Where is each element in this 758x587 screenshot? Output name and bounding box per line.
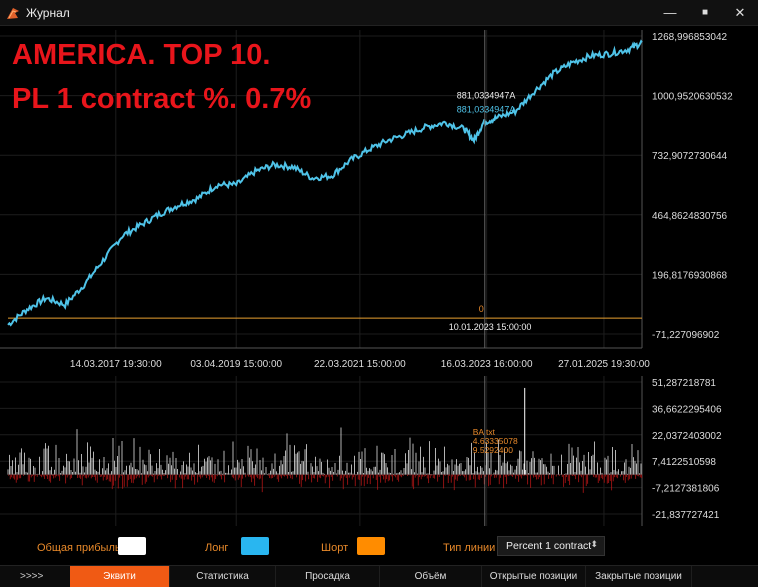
legend-controls: Общая прибыль Лонг Шорт Тип линии Percen… (0, 532, 758, 564)
title-bar: Журнал — ■ ✕ (0, 0, 758, 26)
app-logo-icon (7, 8, 19, 19)
annotation-line-1: BA txt (473, 427, 496, 437)
long-color-swatch[interactable] (241, 537, 269, 555)
equity-y-tick-label: 732,9072730644 (652, 151, 728, 162)
short-color-swatch[interactable] (357, 537, 385, 555)
tab-statistics[interactable]: Статистика (170, 566, 276, 587)
equity-y-tick-label: 1268,996853042 (652, 32, 728, 43)
bottom-tab-bar: >>>> Эквити Статистика Просадка Объём От… (0, 565, 758, 587)
line-type-label: Тип линии (443, 542, 496, 554)
equity-x-tick-label: 22.03.2021 15:00:00 (314, 359, 406, 370)
trades-y-tick-label: 51,287218781 (652, 378, 716, 389)
trades-y-tick-label: -7,2127381806 (652, 484, 720, 495)
overlay-subtitle: PL 1 contract %. 0.7% (12, 83, 311, 115)
trades-bars (7, 387, 643, 493)
equity-chart[interactable]: 1268,996853042 1000,9520630532 732,9072730… (0, 26, 758, 384)
zero-line-label: 0 (479, 304, 484, 314)
maximize-button[interactable]: ■ (701, 7, 709, 18)
cursor-time-label: 10.01.2023 15:00:00 (449, 322, 532, 332)
total-profit-color-swatch[interactable] (118, 537, 146, 555)
close-button[interactable]: ✕ (734, 5, 746, 20)
total-profit-label: Общая прибыль (37, 542, 121, 554)
equity-y-tick-label: -71,227096902 (652, 330, 720, 341)
tab-open-positions[interactable]: Открытые позиции (482, 566, 586, 587)
hover-readout-equity: 881,0334947А (457, 104, 516, 114)
equity-x-tick-label: 03.04.2019 15:00:00 (190, 359, 282, 370)
window-title: Журнал (26, 6, 70, 20)
tab-equity[interactable]: Эквити (70, 566, 170, 587)
trades-grid (0, 376, 642, 526)
line-type-value: Percent 1 contract (506, 540, 592, 552)
tab-closed-positions[interactable]: Закрытые позиции (586, 566, 692, 587)
short-label: Шорт (321, 542, 349, 554)
equity-x-tick-label: 14.03.2017 19:30:00 (70, 359, 162, 370)
hover-readout-value: 881,0334947А (457, 90, 516, 100)
equity-line (7, 39, 643, 327)
equity-y-tick-label: 196,8176930868 (652, 270, 728, 281)
minimize-button[interactable]: — (663, 5, 677, 20)
equity-y-tick-label: 464,8624830756 (652, 211, 728, 222)
equity-grid (0, 30, 642, 348)
expand-tabs-button[interactable]: >>>> (20, 571, 44, 582)
tab-drawdown[interactable]: Просадка (276, 566, 380, 587)
trades-y-tick-label: -21,837727421 (652, 510, 720, 521)
equity-x-tick-label: 27.01.2025 19:30:00 (558, 359, 650, 370)
equity-y-tick-label: 1000,9520630532 (652, 92, 733, 103)
annotation-line-2: 4.63335078 (473, 436, 518, 446)
line-type-select[interactable]: Percent 1 contract ⬍ (497, 536, 605, 556)
long-label: Лонг (205, 542, 229, 554)
trades-y-tick-label: 22,0372403002 (652, 431, 722, 442)
trades-y-tick-label: 7,4122510598 (652, 457, 716, 468)
trades-y-tick-label: 36,6622295406 (652, 404, 722, 415)
spinner-arrows-icon: ⬍ (590, 539, 598, 549)
annotation-line-3: 9.5292400 (473, 445, 513, 455)
trades-chart[interactable]: 51,287218781 36,6622295406 22,0372403002 7,… (0, 376, 758, 526)
overlay-title: AMERICA. TOP 10. (12, 39, 270, 71)
tab-volume[interactable]: Объём (380, 566, 482, 587)
equity-x-tick-label: 16.03.2023 16:00:00 (441, 359, 533, 370)
